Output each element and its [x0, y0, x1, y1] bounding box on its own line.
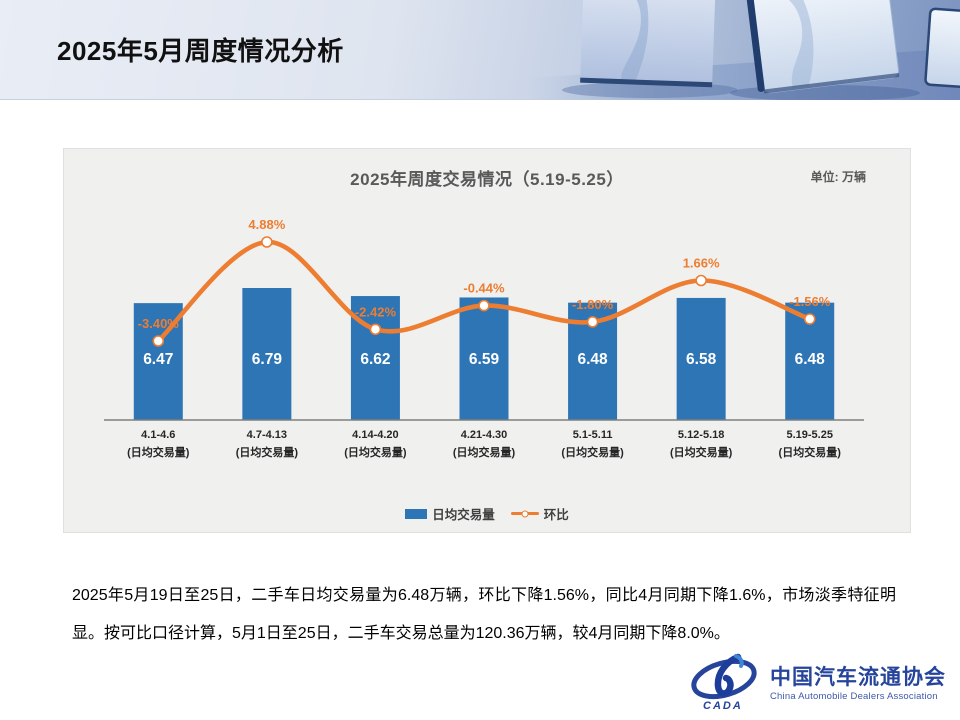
line-swatch-icon: [510, 510, 539, 517]
chart-panel: 2025年周度交易情况（5.19-5.25） 单位: 万辆 6.47 6.79 6.…: [63, 148, 911, 533]
line-marker: [803, 313, 816, 325]
legend-bar-label: 日均交易量: [432, 508, 495, 522]
logo-text-block: 中国汽车流通协会 China Automobile Dealers Associ…: [770, 665, 946, 702]
x-tick-label: 4.14-4.20: [352, 429, 398, 441]
cada-badge-text: CADA: [703, 700, 743, 712]
line-marker: [695, 274, 707, 287]
page-title: 2025年5月周度情况分析: [57, 36, 344, 66]
bar-value-label: 6.47: [143, 351, 173, 368]
x-tick-label: 5.12-5.18: [678, 429, 724, 441]
logo-name-cn: 中国汽车流通协会: [770, 665, 946, 689]
legend-item-line: 环比: [510, 504, 569, 523]
cada-logo: CADA 中国汽车流通协会 China Automobile Dealers A…: [686, 653, 946, 713]
bar-4.7-4.13: [242, 288, 292, 420]
bar-swatch-icon: [405, 508, 428, 519]
line-marker: [586, 316, 599, 328]
pct-label: -2.42%: [355, 304, 397, 319]
x-tick-label: 4.7-4.13: [247, 429, 287, 441]
cada-logo-icon: CADA: [691, 653, 757, 712]
bar-4.21-4.30: [459, 297, 509, 420]
bar-value-label: 6.79: [252, 351, 283, 368]
pct-label: -0.44%: [463, 281, 505, 296]
bar-4.14-4.20: [350, 296, 400, 420]
chart-legend: 日均交易量 环比: [64, 504, 910, 523]
header-cubes-art: [530, 0, 960, 100]
bar-value-label: 6.59: [469, 351, 500, 368]
pct-label: -1.80%: [572, 297, 614, 312]
x-tick-sublabel: (日均交易量): [344, 445, 407, 459]
bar-value-label: 6.58: [686, 351, 717, 368]
line-marker: [478, 299, 490, 312]
bar-value-label: 6.48: [577, 351, 608, 368]
header-banner: 2025年5月周度情况分析: [0, 0, 960, 100]
x-tick-sublabel: (日均交易量): [561, 445, 624, 459]
x-tick-label: 5.1-5.11: [573, 429, 613, 441]
bar-value-label: 6.48: [795, 351, 826, 368]
summary-text: 2025年5月19日至25日，二手车日均交易量为6.48万辆，环比下降1.56%…: [72, 587, 896, 642]
logo-name-en: China Automobile Dealers Association: [770, 690, 938, 702]
x-tick-label: 4.1-4.6: [141, 429, 175, 441]
x-tick-sublabel: (日均交易量): [779, 445, 842, 459]
x-tick-sublabel: (日均交易量): [453, 445, 516, 459]
x-tick-label: 5.19-5.25: [786, 429, 832, 441]
bar-5.12-5.18: [676, 297, 726, 420]
line-marker: [152, 335, 165, 347]
chart-unit-label: 单位: 万辆: [810, 170, 866, 184]
pct-label: -3.40%: [138, 316, 180, 331]
bar-value-label: 6.62: [360, 351, 390, 368]
legend-item-bar: 日均交易量: [405, 504, 495, 523]
combo-chart: 6.47 6.79 6.62 6.59 6.48 6.58 6.48 4.1-4.6 (日均交易…: [104, 217, 864, 459]
line-marker: [369, 323, 382, 336]
line-marker: [261, 236, 273, 248]
pct-label: 1.66%: [683, 256, 720, 271]
pct-label: -1.56%: [789, 294, 831, 309]
legend-line-label: 环比: [543, 508, 569, 522]
x-tick-sublabel: (日均交易量): [127, 445, 190, 459]
x-tick-label: 4.21-4.30: [461, 429, 507, 441]
chart-title: 2025年周度交易情况（5.19-5.25）: [350, 170, 624, 189]
x-tick-sublabel: (日均交易量): [670, 445, 733, 459]
pct-label: 4.88%: [248, 217, 285, 232]
x-tick-sublabel: (日均交易量): [236, 445, 299, 459]
